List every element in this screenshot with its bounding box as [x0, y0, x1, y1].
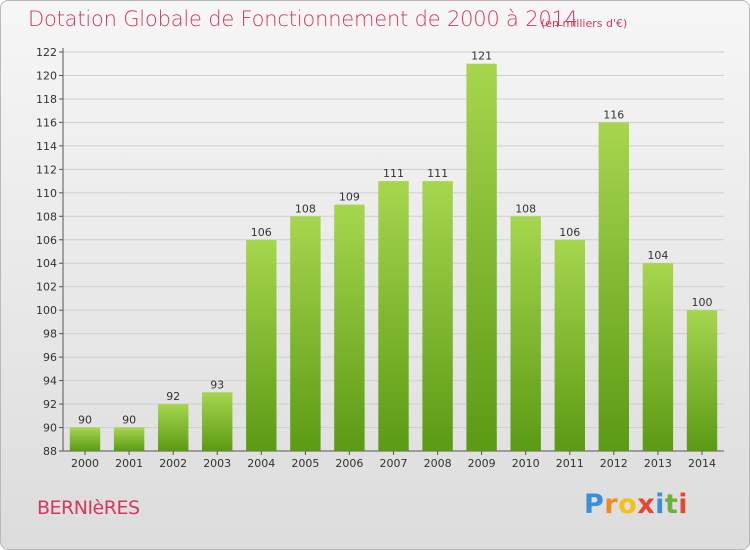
data-label-2005: 108	[295, 202, 316, 215]
x-tick-label: 2003	[203, 457, 231, 470]
bar-2005	[290, 216, 321, 451]
x-tick-label: 2001	[115, 457, 143, 470]
y-tick-label: 100	[36, 304, 57, 317]
y-tick-label: 94	[43, 375, 57, 388]
data-label-2011: 106	[559, 226, 580, 239]
y-tick-label: 118	[36, 93, 57, 106]
y-tick-label: 92	[43, 398, 57, 411]
data-label-2004: 106	[251, 226, 272, 239]
y-tick-label: 90	[43, 422, 57, 435]
bar-2007	[378, 181, 409, 451]
x-tick-label: 2013	[644, 457, 672, 470]
data-label-2006: 109	[339, 191, 360, 204]
x-tick-label: 2014	[688, 457, 716, 470]
y-tick-label: 108	[36, 210, 57, 223]
x-tick-label: 2011	[556, 457, 584, 470]
x-tick-label: 2002	[159, 457, 187, 470]
x-tick-label: 2006	[335, 457, 363, 470]
x-tick-label: 2007	[380, 457, 408, 470]
bar-2002	[158, 404, 189, 451]
commune-name: BERNIèRES	[37, 497, 140, 519]
y-tick-label: 120	[36, 69, 57, 82]
x-tick-label: 2000	[71, 457, 99, 470]
logo-letter: r	[604, 489, 619, 520]
data-label-2000: 90	[78, 414, 92, 427]
bar-2010	[510, 216, 541, 451]
bar-2012	[598, 122, 629, 452]
logo-letter: x	[637, 489, 656, 520]
y-tick-label: 114	[36, 140, 57, 153]
x-tick-label: 2008	[424, 457, 452, 470]
proxiti-logo[interactable]: Proxiti	[584, 489, 688, 520]
data-label-2010: 108	[515, 202, 536, 215]
bar-2011	[554, 239, 585, 451]
data-label-2001: 90	[122, 414, 136, 427]
x-tick-label: 2005	[291, 457, 319, 470]
bar-2004	[246, 239, 277, 451]
logo-letter: i	[678, 489, 689, 520]
x-tick-label: 2004	[247, 457, 275, 470]
y-tick-label: 96	[43, 351, 57, 364]
logo-letter: t	[664, 489, 679, 520]
bar-2013	[642, 263, 674, 451]
data-label-2002: 92	[166, 390, 180, 403]
labels: 88 90 92 94 96 98 100 102 104 106 108 110 112 114 116 1…	[36, 46, 716, 470]
bar-2008	[422, 181, 453, 451]
bar-2000	[69, 427, 101, 451]
bar-2001	[113, 427, 145, 451]
chart-subtitle: (en milliers d'€)	[541, 17, 628, 30]
bar-2009	[466, 63, 497, 451]
x-tick-label: 2012	[600, 457, 628, 470]
y-tick-label: 106	[36, 234, 57, 247]
bar-2006	[334, 204, 365, 451]
bars	[69, 63, 718, 452]
y-tick-label: 88	[43, 445, 57, 458]
bar-2014	[686, 310, 718, 451]
bar-2003	[202, 392, 233, 451]
data-label-2009: 121	[471, 50, 492, 63]
data-label-2007: 111	[383, 167, 404, 180]
y-tick-label: 116	[36, 116, 57, 129]
logo-letter: o	[618, 489, 638, 520]
y-tick-label: 112	[36, 163, 57, 176]
data-label-2013: 104	[647, 249, 668, 262]
logo-letter: P	[584, 489, 605, 520]
data-label-2008: 111	[427, 167, 448, 180]
y-tick-label: 122	[36, 46, 57, 59]
y-tick-label: 110	[36, 187, 57, 200]
y-tick-label: 104	[36, 257, 57, 270]
x-tick-label: 2009	[468, 457, 496, 470]
data-label-2003: 93	[210, 378, 224, 391]
data-label-2014: 100	[692, 296, 713, 309]
x-tick-label: 2010	[512, 457, 540, 470]
y-tick-label: 98	[43, 328, 57, 341]
chart-title: Dotation Globale de Fonctionnement de 20…	[28, 7, 578, 31]
logo-letter: i	[655, 489, 665, 520]
y-tick-label: 102	[36, 281, 57, 294]
data-label-2012: 116	[603, 108, 624, 121]
